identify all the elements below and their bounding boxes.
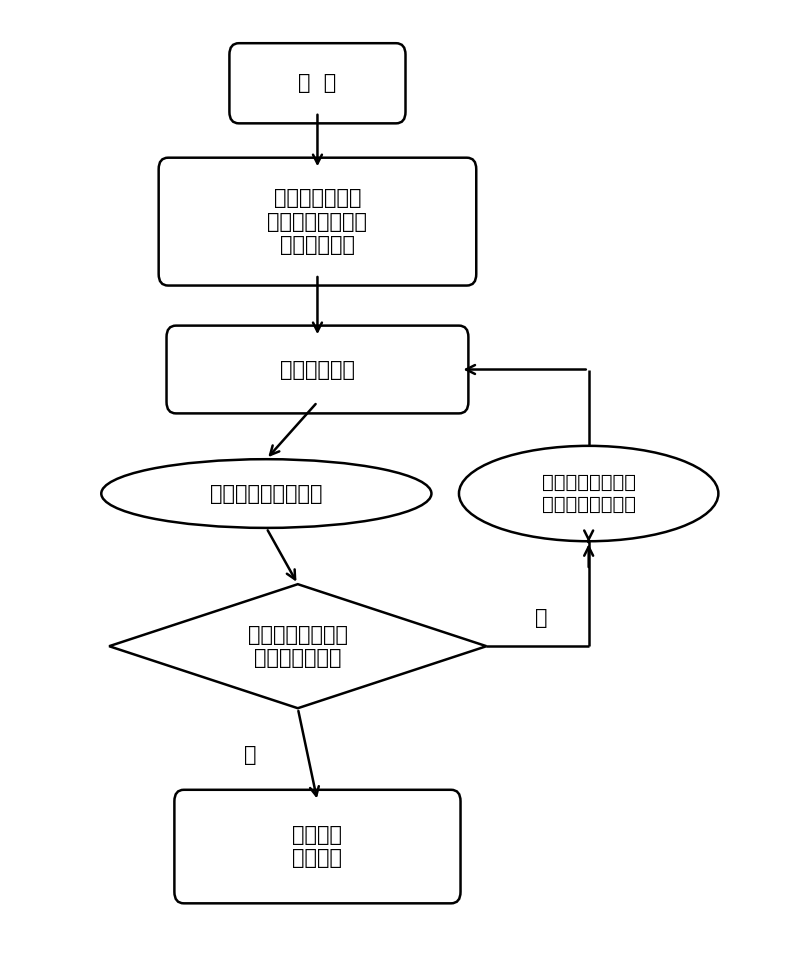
Ellipse shape: [459, 446, 718, 541]
Text: 子午面周向涡量诊断: 子午面周向涡量诊断: [210, 484, 322, 503]
Text: 开  始: 开 始: [298, 74, 337, 93]
Polygon shape: [109, 584, 486, 709]
Text: 是: 是: [244, 744, 257, 765]
Text: 否: 否: [535, 608, 548, 627]
Text: 叶片造型
三维计算: 叶片造型 三维计算: [293, 825, 342, 868]
FancyBboxPatch shape: [230, 44, 406, 123]
Text: 用周向涡量－环量
迭代公式优化环量: 用周向涡量－环量 迭代公式优化环量: [542, 473, 636, 514]
Ellipse shape: [102, 459, 431, 528]
FancyBboxPatch shape: [166, 325, 468, 413]
FancyBboxPatch shape: [158, 158, 476, 286]
FancyBboxPatch shape: [174, 790, 461, 903]
Text: 是否满足周向涡量
最优分布准则？: 是否满足周向涡量 最优分布准则？: [248, 624, 348, 668]
Text: 进行通流计算: 进行通流计算: [280, 359, 355, 379]
Text: 给定流道曲线，
叶片前尾缘曲线，
初始环量分布: 给定流道曲线， 叶片前尾缘曲线， 初始环量分布: [267, 189, 367, 255]
